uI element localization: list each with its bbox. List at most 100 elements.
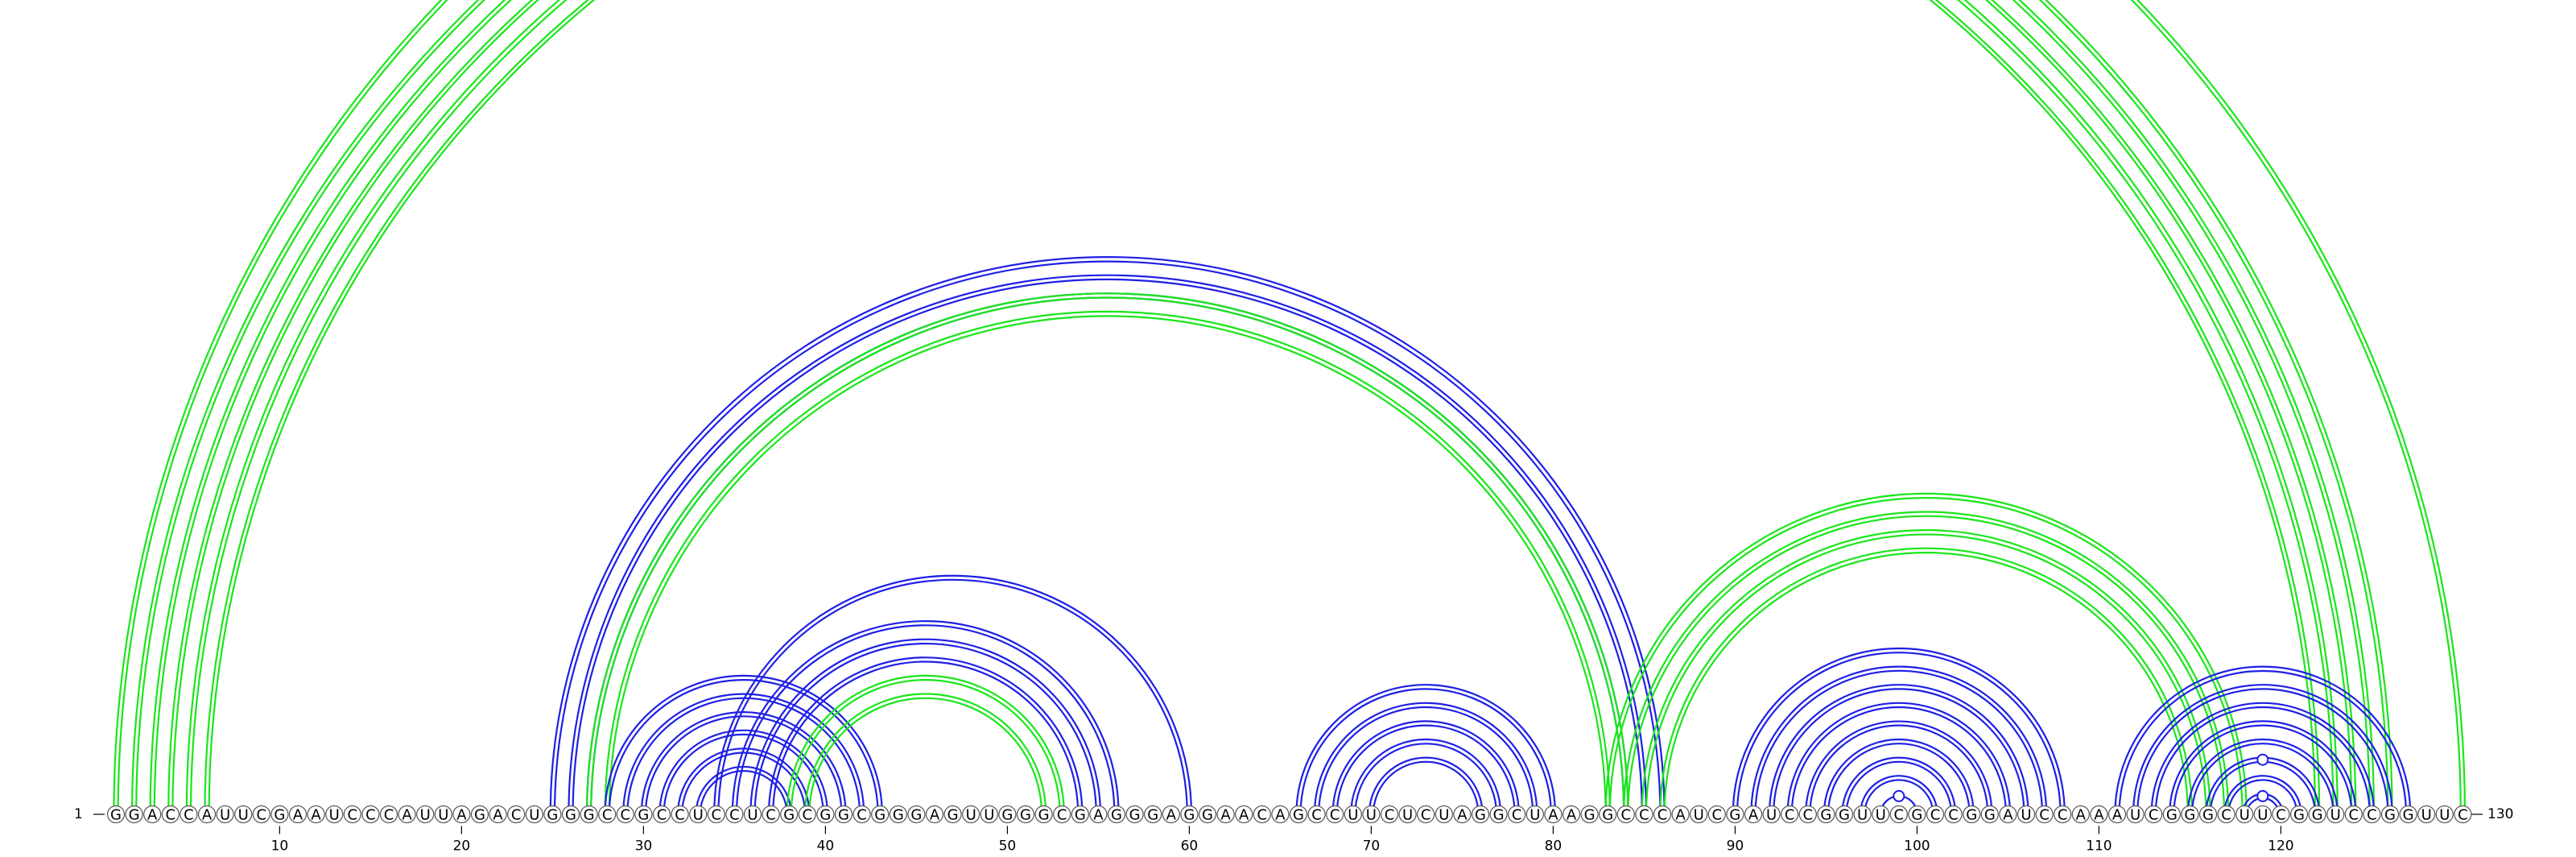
nucleotide-letter: A [1239, 807, 1249, 824]
nucleotide-circle [1671, 805, 1690, 824]
nucleotide-circle [1071, 805, 1089, 824]
nucleotide-23: C [507, 805, 526, 824]
nucleotide-31: C [652, 805, 671, 824]
nucleotide-74: U [1435, 805, 1453, 824]
nucleotide-95: G [1817, 805, 1835, 824]
nucleotide-letter: C [1657, 807, 1668, 824]
nucleotide-100: G [1908, 805, 1926, 824]
base-pair-arc-3-125-outer [153, 0, 2371, 815]
nucleotide-87: A [1671, 805, 1690, 824]
nucleotide-letter: C [2221, 807, 2231, 824]
nucleotide-circle [907, 805, 926, 824]
nucleotide-127: G [2399, 805, 2417, 824]
nucleotide-circle [2363, 805, 2381, 824]
nucleotide-circle [234, 805, 253, 824]
base-pair-arc-36-55-outer [753, 642, 1097, 815]
nucleotide-124: C [2344, 805, 2363, 824]
nucleotide-letter: G [947, 807, 959, 824]
tick-label-100: 100 [1904, 838, 1930, 855]
base-pair-arc-69-77-outer [1354, 743, 1498, 815]
base-pair-arc-84-117-inner [1623, 511, 2230, 815]
nucleotide-letter: G [110, 807, 122, 824]
nucleotide-119: U [2253, 805, 2272, 824]
nucleotide-circle [998, 805, 1017, 824]
base-pair-arc-113-125-outer [2154, 706, 2371, 815]
nucleotide-circle [1053, 805, 1071, 824]
base-pair-arc-90-108-outer [1736, 652, 2062, 815]
nucleotide-83: G [1599, 805, 1617, 824]
nucleotide-letter: A [1457, 807, 1468, 824]
base-pair-arc-26-85-outer [572, 278, 1643, 815]
nucleotide-letter: U [2421, 807, 2432, 824]
nucleotide-circle [652, 805, 671, 824]
nucleotide-circle [1344, 805, 1362, 824]
nucleotide-letter: G [1984, 807, 1996, 824]
nucleotide-letter: G [1966, 807, 1977, 824]
nucleotide-circle [852, 805, 871, 824]
nucleotide-circle [1707, 805, 1726, 824]
nucleotide-circle [2198, 805, 2218, 824]
nucleotide-64: C [1253, 805, 1271, 824]
nucleotide-circle [962, 805, 980, 824]
nucleotide-circle [1580, 805, 1599, 824]
nucleotide-circle [2308, 805, 2326, 824]
nucleotide-letter: C [1512, 807, 1522, 824]
nucleotide-3: A [143, 805, 162, 824]
nucleotide-17: A [398, 805, 416, 824]
nucleotide-circle [1307, 805, 1326, 824]
nucleotide-14: C [343, 805, 361, 824]
base-pair-arc-96-102-outer [1845, 760, 1953, 815]
nucleotide-letter: C [2058, 807, 2068, 824]
nucleotide-27: G [580, 805, 598, 824]
nucleotide-letter: C [365, 807, 376, 824]
nucleotide-letter: U [220, 807, 230, 824]
nucleotide-letter: C [2149, 807, 2159, 824]
nucleotide-108: C [2054, 805, 2072, 824]
nucleotide-circle [743, 805, 762, 824]
nucleotide-circle [925, 805, 944, 824]
nucleotide-56: G [1107, 805, 1126, 824]
base-pair-arc-36-55-inner [749, 638, 1102, 815]
nucleotide-96: G [1835, 805, 1854, 824]
nucleotide-121: G [2289, 805, 2309, 824]
nucleotide-circle [1471, 805, 1490, 824]
nucleotide-circle [689, 805, 708, 824]
base-pair-arc-39-52-outer [808, 697, 1043, 815]
nucleotide-letter: C [1639, 807, 1649, 824]
nucleotide-letter: G [2384, 807, 2396, 824]
nucleotide-19: U [434, 805, 452, 824]
nucleotide-103: G [1963, 805, 1981, 824]
nucleotide-47: G [943, 805, 962, 824]
nucleotide-91: A [1744, 805, 1763, 824]
nucleotide-letter: U [2257, 807, 2268, 824]
nucleotide-12: A [307, 805, 325, 824]
base-pair-arc-29-42-inner [622, 693, 865, 815]
nucleotide-94: C [1798, 805, 1817, 824]
nucleotide-118: U [2235, 805, 2254, 824]
base-pair-arc-2-126-inner [130, 0, 2393, 815]
nucleotide-letter: G [2166, 807, 2178, 824]
nucleotide-letter: A [293, 807, 303, 824]
nucleotide-circle [1198, 805, 1217, 824]
nucleotide-61: G [1198, 805, 1217, 824]
base-pair-arc-2-126-outer [135, 0, 2389, 815]
nucleotide-letter: C [2458, 807, 2468, 824]
nucleotide-circle [1089, 805, 1108, 824]
nucleotide-57: G [1125, 805, 1144, 824]
nucleotide-120: C [2272, 805, 2290, 824]
base-pair-arc-37-54-outer [772, 660, 1080, 815]
nucleotide-86: C [1653, 805, 1672, 824]
nucleotide-130: C [2454, 805, 2472, 824]
nucleotide-76: G [1471, 805, 1490, 824]
nucleotide-circle [798, 805, 816, 824]
nucleotide-circle [1616, 805, 1635, 824]
base-pair-arc-39-52-inner [804, 693, 1047, 815]
nucleotide-letter: G [1183, 807, 1195, 824]
tick-label-90: 90 [1727, 838, 1744, 855]
pair-marker-98-100 [1893, 789, 1905, 802]
nucleotide-25: G [543, 805, 562, 824]
base-pair-arc-28-43-inner [604, 674, 883, 815]
nucleotide-circle [2090, 805, 2108, 824]
nucleotide-letter: U [438, 807, 448, 824]
nucleotide-circle [1980, 805, 1999, 824]
